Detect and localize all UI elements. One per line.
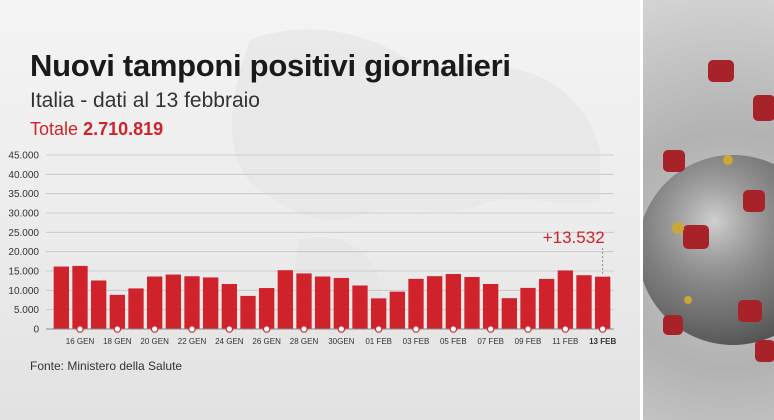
x-tick-marker	[412, 325, 420, 333]
bar-24-gen	[221, 284, 237, 329]
x-tick-marker	[598, 325, 607, 333]
x-tick-label: 16 GEN	[66, 337, 95, 346]
virus-illustration	[643, 60, 774, 362]
x-tick-marker	[561, 325, 570, 333]
x-tick-marker	[262, 325, 271, 333]
bar-20-gen	[147, 276, 163, 329]
x-tick-marker	[300, 325, 308, 333]
x-tick-label: 13 FEB	[589, 337, 616, 346]
bar-06-feb	[464, 277, 480, 329]
x-tick-label: 26 GEN	[252, 337, 281, 346]
bar-05-feb	[445, 274, 461, 329]
bar-22-gen	[184, 276, 200, 329]
x-tick-marker	[188, 325, 196, 333]
y-tick-label: 25.000	[8, 228, 39, 239]
chart-subtitle: Italia - dati al 13 febbraio	[30, 89, 260, 112]
x-tick-label: 03 FEB	[403, 337, 430, 346]
y-tick-label: 20.000	[8, 247, 39, 258]
y-tick-label: 5.000	[14, 305, 39, 316]
bar-23-gen	[203, 277, 219, 329]
y-tick-label: 15.000	[8, 267, 39, 278]
source-note: Fonte: Ministero della Salute	[30, 359, 183, 373]
x-axis: 16 GEN 18 GEN 20 GEN 22 GEN 24 GEN 26 GEN 28 G…	[46, 325, 616, 346]
x-tick-label: 05 FEB	[440, 337, 467, 346]
bar-31-gen	[352, 285, 368, 329]
x-tick-marker	[150, 325, 159, 333]
bars	[53, 265, 611, 329]
y-tick-label: 0	[33, 325, 39, 336]
bar-30-gen	[333, 278, 349, 329]
bar-04-feb	[427, 276, 443, 329]
bar-11-feb	[557, 270, 573, 329]
bar-21-gen	[165, 274, 181, 329]
x-tick-label: 07 FEB	[477, 337, 504, 346]
y-axis: 0 5.000 10.000 15.000 20.000 25.000 30.000 35.0…	[8, 151, 39, 336]
bar-07-feb	[483, 283, 499, 329]
bar-08-feb	[501, 298, 517, 329]
bar-chart: 0 5.000 10.000 15.000 20.000 25.000 30.000 35.0…	[8, 151, 616, 347]
y-tick-label: 40.000	[8, 170, 39, 181]
y-tick-label: 10.000	[8, 286, 39, 297]
total-value: 2.710.819	[83, 119, 164, 139]
x-tick-label: 28 GEN	[290, 337, 319, 346]
x-tick-marker	[225, 325, 234, 333]
y-tick-label: 45.000	[8, 151, 39, 162]
bar-17-gen	[91, 280, 107, 329]
bar-10-feb	[539, 278, 555, 329]
y-tick-label: 30.000	[8, 209, 39, 220]
x-tick-marker	[337, 325, 346, 333]
total-label: Totale	[30, 119, 79, 139]
x-tick-label: 20 GEN	[140, 337, 169, 346]
x-tick-marker	[524, 325, 532, 333]
x-tick-marker	[374, 325, 383, 333]
bar-28-gen	[296, 273, 312, 329]
bar-01-feb	[371, 298, 387, 329]
x-tick-label: 30GEN	[328, 337, 354, 346]
bar-13-feb	[595, 276, 611, 329]
x-tick-label: 01 FEB	[365, 337, 392, 346]
bar-27-gen	[277, 270, 293, 329]
bar-02-feb	[389, 291, 405, 329]
x-tick-label: 18 GEN	[103, 337, 132, 346]
grid-lines	[46, 154, 614, 330]
x-tick-label: 22 GEN	[178, 337, 207, 346]
bar-15-gen	[53, 266, 69, 329]
bar-29-gen	[315, 276, 331, 329]
x-tick-label: 24 GEN	[215, 337, 244, 346]
last-value-annotation: +13.532	[543, 228, 605, 247]
bar-18-gen	[109, 294, 125, 329]
bar-03-feb	[408, 278, 424, 329]
annotation-group: +13.532	[543, 228, 605, 274]
x-tick-marker	[76, 325, 84, 333]
bar-25-gen	[240, 295, 256, 329]
total-line: Totale 2.710.819	[30, 119, 163, 140]
bar-12-feb	[576, 275, 592, 329]
bar-16-gen	[72, 265, 88, 329]
x-tick-marker	[113, 325, 122, 333]
bar-19-gen	[128, 288, 144, 329]
virus-image-panel	[640, 0, 774, 420]
x-tick-marker	[449, 325, 458, 333]
x-tick-marker	[486, 325, 495, 333]
bar-26-gen	[259, 288, 275, 329]
x-tick-label: 11 FEB	[552, 337, 578, 346]
chart-title: Nuovi tamponi positivi giornalieri	[30, 48, 511, 83]
bar-09-feb	[520, 287, 536, 329]
x-tick-label: 09 FEB	[515, 337, 542, 346]
y-tick-label: 35.000	[8, 189, 39, 200]
